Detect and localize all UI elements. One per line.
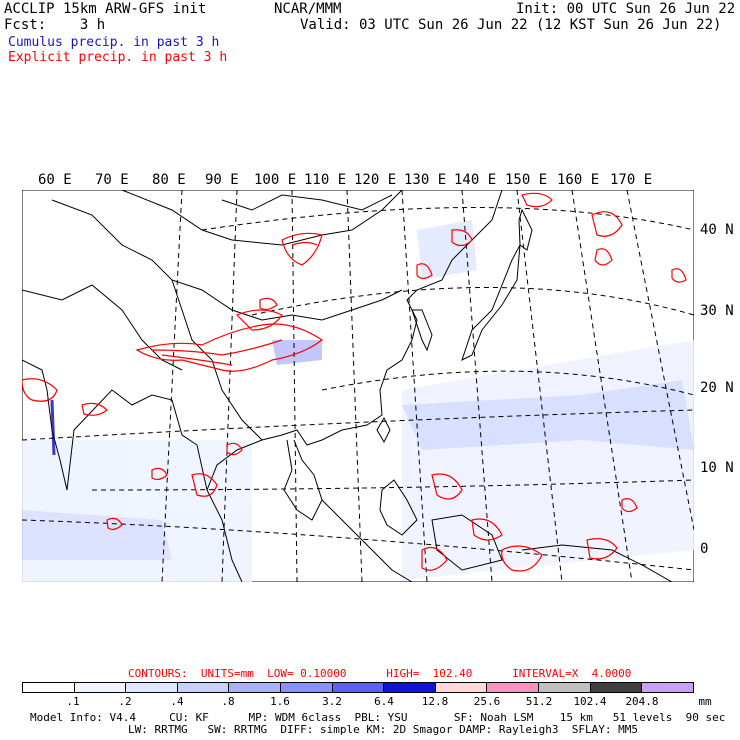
colorbar-swatch — [126, 683, 178, 692]
lat-label: 10 N — [700, 460, 734, 476]
colorbar-tick: 6.4 — [374, 695, 394, 708]
lon-label: 70 E — [95, 172, 129, 188]
colorbar-tick: .8 — [221, 695, 235, 708]
colorbar-tick: 12.8 — [421, 695, 449, 708]
colorbar-swatch — [384, 683, 436, 692]
graticule — [22, 190, 694, 582]
lon-label: 110 E — [304, 172, 347, 188]
colorbar — [22, 682, 694, 693]
colorbar-unit: mm — [698, 695, 712, 708]
colorbar-tick: .4 — [170, 695, 184, 708]
lon-label: 130 E — [404, 172, 447, 188]
lat-label: 0 — [700, 541, 709, 557]
model-info-line1: Model Info: V4.4 CU: KF MP: WDM 6class P… — [30, 711, 726, 724]
lon-label: 150 E — [505, 172, 548, 188]
legend-explicit: Explicit precip. in past 3 h — [8, 50, 228, 65]
init-time: Init: 00 UTC Sun 26 Jun 22 — [516, 1, 736, 17]
lon-label: 80 E — [152, 172, 186, 188]
precip-map — [22, 190, 694, 582]
producer-label: NCAR/MMM — [274, 1, 342, 17]
legend-cumulus: Cumulus precip. in past 3 h — [8, 35, 220, 50]
cumulus-precip-field — [22, 220, 694, 582]
lon-label: 170 E — [610, 172, 653, 188]
colorbar-tick: .2 — [118, 695, 132, 708]
colorbar-swatch — [177, 683, 230, 692]
colorbar-swatch — [332, 683, 385, 692]
colorbar-swatch — [229, 683, 282, 692]
lat-label: 40 N — [700, 222, 734, 238]
lon-label: 90 E — [205, 172, 239, 188]
colorbar-tick: 204.8 — [625, 695, 659, 708]
colorbar-swatch — [487, 683, 540, 692]
lat-label: 30 N — [700, 303, 734, 319]
lon-label: 60 E — [38, 172, 72, 188]
colorbar-tick: 3.2 — [322, 695, 342, 708]
contours-info: CONTOURS: UNITS=mm LOW= 0.10000 HIGH= 10… — [128, 667, 632, 680]
lat-label: 20 N — [700, 380, 734, 396]
colorbar-swatch — [590, 683, 643, 692]
colorbar-tick: .1 — [66, 695, 80, 708]
colorbar-swatch — [642, 683, 693, 692]
forecast-hour: Fcst: 3 h — [4, 17, 106, 33]
colorbar-swatch — [74, 683, 127, 692]
lon-label: 160 E — [557, 172, 600, 188]
colorbar-swatch — [281, 683, 333, 692]
colorbar-tick: 1.6 — [270, 695, 290, 708]
explicit-precip-contours — [22, 192, 687, 572]
colorbar-tick: 102.4 — [573, 695, 607, 708]
coastlines — [22, 190, 673, 582]
run-title: ACCLIP 15km ARW-GFS init — [4, 1, 207, 17]
colorbar-swatch — [23, 683, 75, 692]
colorbar-tick: 51.2 — [525, 695, 553, 708]
model-info-line2: LW: RRTMG SW: RRTMG DIFF: simple KM: 2D … — [128, 723, 638, 736]
colorbar-tick: 25.6 — [473, 695, 501, 708]
colorbar-swatch — [539, 683, 591, 692]
valid-time: Valid: 03 UTC Sun 26 Jun 22 (12 KST Sun … — [300, 17, 722, 33]
lon-label: 140 E — [454, 172, 497, 188]
lon-label: 100 E — [254, 172, 297, 188]
lon-label: 120 E — [354, 172, 397, 188]
colorbar-swatch — [435, 683, 488, 692]
